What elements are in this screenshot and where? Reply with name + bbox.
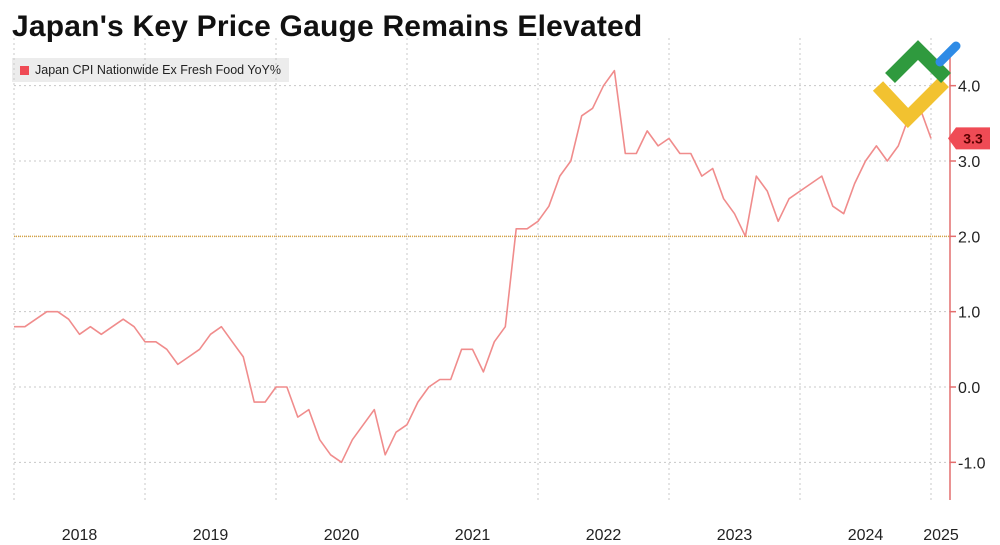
y-tick-label: 0.0	[958, 380, 980, 397]
x-tick-label: 2020	[324, 527, 360, 544]
x-tick-label: 2021	[455, 527, 491, 544]
logo-green-chevron	[885, 40, 951, 83]
x-tick-label: 2024	[848, 527, 884, 544]
chart-title: Japan's Key Price Gauge Remains Elevated	[12, 10, 643, 43]
y-tick-label: -1.0	[958, 455, 986, 472]
legend-label: Japan CPI Nationwide Ex Fresh Food YoY%	[35, 63, 281, 77]
y-tick-label: 4.0	[958, 79, 980, 96]
x-tick-label: 2022	[586, 527, 622, 544]
series-group	[14, 69, 932, 464]
y-tick-label: 3.0	[958, 154, 980, 171]
y-tick-label: 1.0	[958, 305, 980, 322]
last-value-callout: 3.3	[948, 127, 990, 150]
gridlines	[13, 38, 950, 500]
series-line	[14, 69, 932, 464]
logo-blue-bar	[935, 41, 961, 67]
x-axis: 2018 2019 2020 2021 2022 2023 2024 2025	[62, 527, 959, 544]
y-axis: 4.0 3.0 2.0 1.0 0.0 -1.0	[949, 48, 986, 500]
y-tick-label: 2.0	[958, 229, 980, 246]
x-tick-label: 2023	[717, 527, 753, 544]
callout-value: 3.3	[963, 130, 983, 146]
legend: Japan CPI Nationwide Ex Fresh Food YoY%	[12, 58, 289, 82]
callout-badge	[948, 127, 990, 150]
logo-yellow-chevron	[872, 77, 949, 129]
legend-swatch	[20, 65, 29, 75]
x-tick-label: 2025	[923, 527, 959, 544]
x-tick-label: 2019	[193, 527, 229, 544]
x-tick-label: 2018	[62, 527, 98, 544]
brand-logo	[872, 40, 961, 129]
